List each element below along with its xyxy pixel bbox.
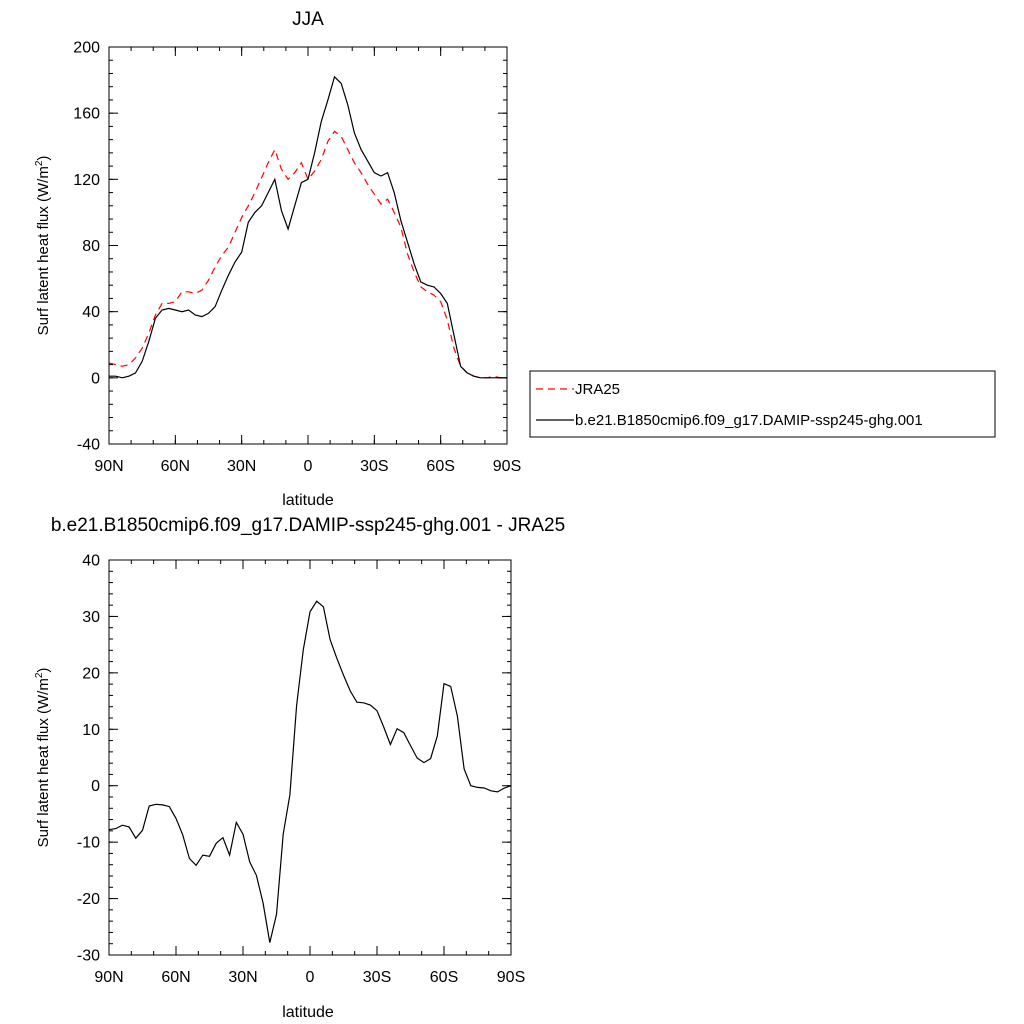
bottom-chart-title: b.e21.B1850cmip6.f09_g17.DAMIP-ssp245-gh…: [51, 515, 565, 536]
legend-label-model: b.e21.B1850cmip6.f09_g17.DAMIP-ssp245-gh…: [575, 412, 923, 429]
bottom-y-tick-label: -10: [77, 835, 100, 852]
bottom-panel: b.e21.B1850cmip6.f09_g17.DAMIP-ssp245-gh…: [34, 515, 565, 1021]
bottom-x-axis-label: latitude: [282, 1004, 334, 1021]
bottom-y-tick-label: 0: [91, 778, 100, 795]
bottom-chart-ticks: -30 -20 -10 0 10 20 30 40 90N 60N 30N 0 30S 60S 90S: [77, 553, 525, 987]
top-series-line-0: [108, 130, 507, 379]
top-y-tick-label: 80: [82, 238, 100, 255]
top-y-axis-label-tail: ): [35, 156, 52, 161]
top-chart-title: JJA: [292, 9, 324, 30]
top-x-tick-label: 30S: [360, 458, 388, 475]
top-chart-marks: [108, 75, 507, 379]
bottom-x-tick-label: 30N: [228, 969, 257, 986]
bottom-y-tick-label: 10: [82, 722, 100, 739]
bottom-x-tick-label: 90N: [94, 969, 123, 986]
bottom-y-tick-label: 20: [82, 665, 100, 682]
top-x-tick-label: 90N: [94, 458, 123, 475]
bottom-y-axis-label-tail: ): [35, 668, 52, 673]
bottom-y-tick-label: -30: [77, 948, 100, 965]
top-chart-ticks: -40 0 40 80 120 160 200 90N 60N 30N 0 30S 60S 90S: [73, 40, 521, 476]
bottom-x-tick-label: 90S: [497, 969, 525, 986]
bottom-x-tick-label: 30S: [363, 969, 391, 986]
top-series-line-1: [109, 75, 507, 379]
bottom-x-tick-label: 0: [306, 969, 315, 986]
legend: JRA25 b.e21.B1850cmip6.f09_g17.DAMIP-ssp…: [529, 370, 996, 438]
bottom-y-axis-label-superscript: 2: [34, 672, 45, 678]
top-y-tick-label: -40: [77, 437, 100, 454]
top-plot-frame: [108, 46, 508, 445]
bottom-series-line-0: [108, 600, 512, 943]
bottom-y-tick-label: -20: [77, 891, 100, 908]
bottom-x-tick-label: 60S: [430, 969, 458, 986]
bottom-plot-frame: [108, 559, 512, 956]
legend-box: [529, 370, 996, 438]
top-x-tick-label: 0: [304, 458, 313, 475]
top-y-tick-label: 0: [91, 370, 100, 387]
bottom-x-tick-label: 60N: [161, 969, 190, 986]
top-y-tick-label: 120: [73, 172, 100, 189]
top-x-tick-label: 60N: [161, 458, 190, 475]
top-y-tick-label: 160: [73, 106, 100, 123]
bottom-y-tick-label: 40: [82, 553, 100, 570]
top-x-tick-label: 60S: [426, 458, 454, 475]
top-x-tick-label: 90S: [493, 458, 521, 475]
top-y-axis-label: Surf latent heat flux (W/m2): [34, 156, 52, 336]
bottom-y-axis-label: Surf latent heat flux (W/m2): [34, 668, 52, 848]
top-y-tick-label: 40: [82, 304, 100, 321]
top-x-axis-label: latitude: [282, 492, 334, 509]
bottom-y-tick-label: 30: [82, 609, 100, 626]
top-y-tick-label: 200: [73, 40, 100, 57]
top-panel: JJA -40 0 40 80 120 160 200 90N 60N 30N 0 30S 60S 90S…: [34, 9, 996, 509]
bottom-chart-marks: [108, 600, 512, 943]
legend-label-jra25: JRA25: [575, 381, 620, 398]
top-x-tick-label: 30N: [227, 458, 256, 475]
top-y-axis-label-superscript: 2: [34, 160, 45, 166]
